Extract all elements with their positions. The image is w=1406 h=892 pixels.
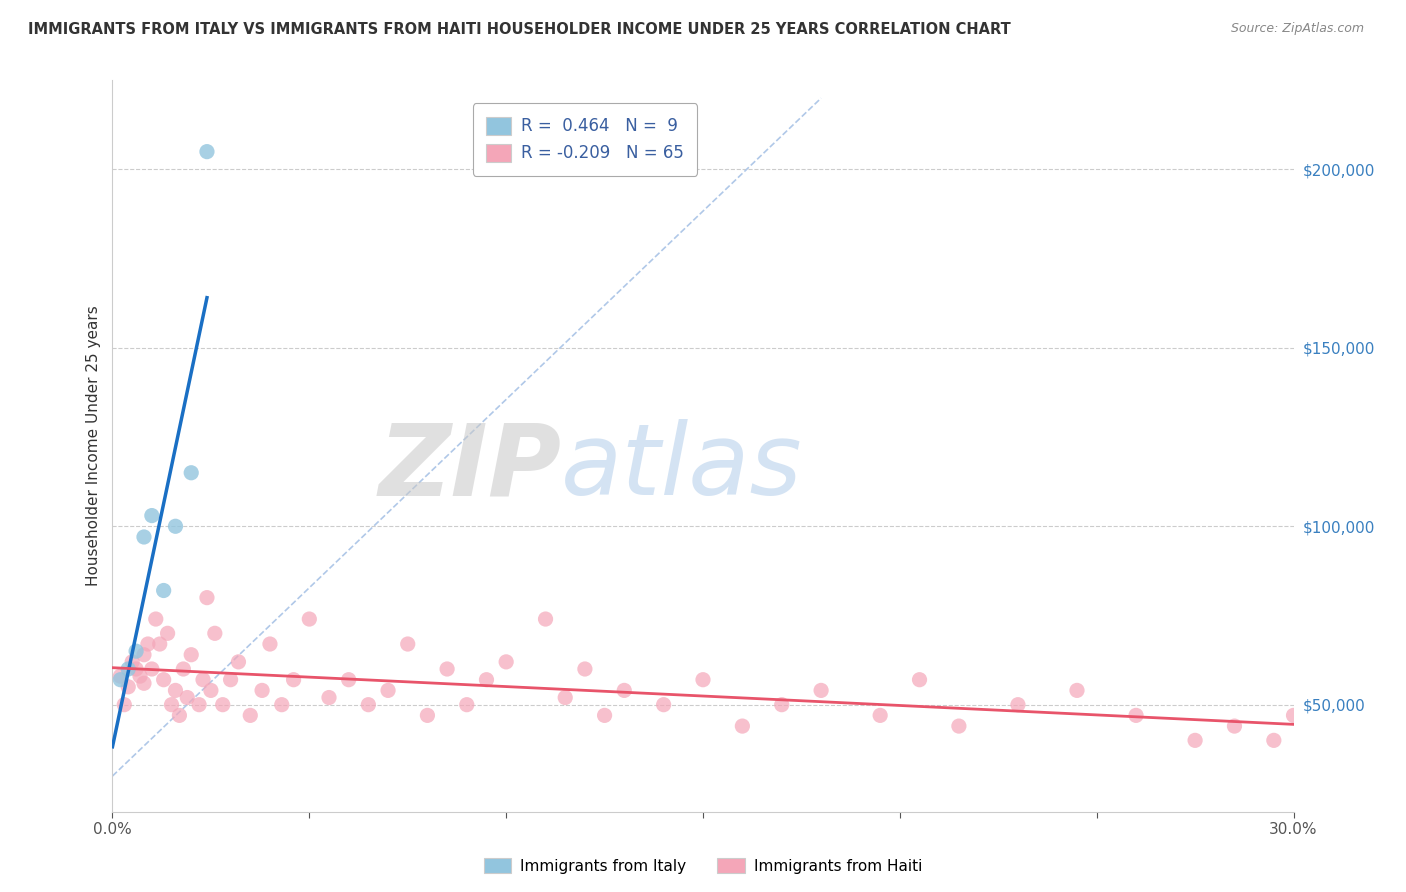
Point [125,644,148,658]
Point [141,508,163,523]
Point [188,698,211,712]
Point [1302,726,1324,740]
Point [574,662,596,676]
Point [1282,708,1305,723]
Point [475,673,498,687]
Point [176,690,198,705]
Point [396,637,419,651]
Point [1223,719,1246,733]
Point [112,698,135,712]
Point [180,466,202,480]
Point [534,612,557,626]
Point [145,612,167,626]
Text: atlas: atlas [561,419,803,516]
Y-axis label: Householder Income Under 25 years: Householder Income Under 25 years [86,306,101,586]
Point [239,708,262,723]
Point [1184,733,1206,747]
Point [1263,733,1285,747]
Point [337,673,360,687]
Point [298,612,321,626]
Point [117,680,139,694]
Legend: Immigrants from Italy, Immigrants from Haiti: Immigrants from Italy, Immigrants from H… [478,852,928,880]
Point [117,662,139,676]
Point [1066,683,1088,698]
Point [200,683,222,698]
Point [250,683,273,698]
Point [770,698,793,712]
Point [318,690,340,705]
Point [152,673,174,687]
Point [270,698,292,712]
Point [156,626,179,640]
Point [613,683,636,698]
Point [259,637,281,651]
Point [1007,698,1029,712]
Point [172,662,194,676]
Point [165,683,187,698]
Point [377,683,399,698]
Point [110,669,132,683]
Point [731,719,754,733]
Point [357,698,380,712]
Point [554,690,576,705]
Text: Source: ZipAtlas.com: Source: ZipAtlas.com [1230,22,1364,36]
Point [191,673,214,687]
Point [136,637,159,651]
Point [110,673,132,687]
Point [160,698,183,712]
Point [195,145,218,159]
Point [810,683,832,698]
Point [593,708,616,723]
Text: IMMIGRANTS FROM ITALY VS IMMIGRANTS FROM HAITI HOUSEHOLDER INCOME UNDER 25 YEARS: IMMIGRANTS FROM ITALY VS IMMIGRANTS FROM… [28,22,1011,37]
Point [1125,708,1147,723]
Point [152,583,174,598]
Point [149,637,172,651]
Point [165,519,187,533]
Point [219,673,242,687]
Point [456,698,478,712]
Point [692,673,714,687]
Point [652,698,675,712]
Point [283,673,305,687]
Point [132,648,155,662]
Point [132,676,155,690]
Legend: R =  0.464   N =  9, R = -0.209   N = 65: R = 0.464 N = 9, R = -0.209 N = 65 [472,103,697,176]
Point [416,708,439,723]
Point [204,626,226,640]
Point [869,708,891,723]
Point [121,655,143,669]
Point [169,708,191,723]
Point [132,530,155,544]
Text: ZIP: ZIP [378,419,561,516]
Point [211,698,233,712]
Point [948,719,970,733]
Point [141,662,163,676]
Point [908,673,931,687]
Point [195,591,218,605]
Point [228,655,250,669]
Point [495,655,517,669]
Point [436,662,458,676]
Point [129,669,152,683]
Point [125,662,148,676]
Point [180,648,202,662]
